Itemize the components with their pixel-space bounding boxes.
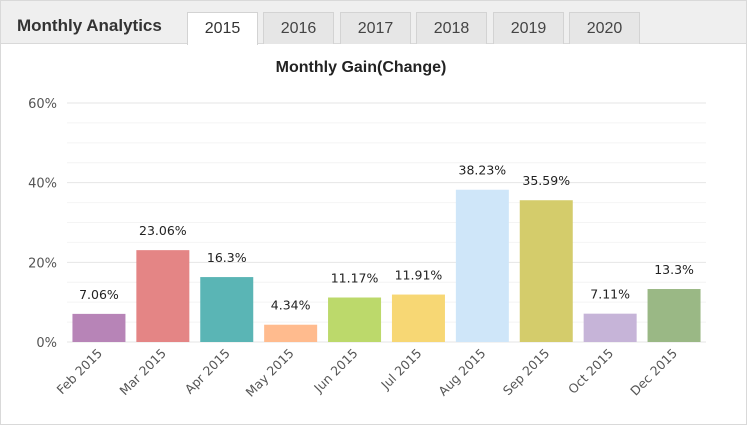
x-tick-label: Apr 2015 (182, 346, 233, 397)
data-label: 38.23% (459, 163, 507, 178)
x-tick-label: Oct 2015 (565, 346, 616, 397)
data-label: 11.17% (331, 271, 379, 286)
tab-2019[interactable]: 2019 (493, 12, 564, 44)
tab-2015[interactable]: 2015 (187, 12, 258, 45)
y-tick-label: 20% (28, 256, 57, 271)
data-label: 35.59% (522, 173, 570, 188)
monthly-gain-chart: Monthly Gain(Change) 0% 20% 40% 60% 7.06% Feb… (1, 45, 746, 425)
widget-header: Monthly Analytics 2015 2016 2017 2018 20… (1, 1, 746, 45)
data-label: 11.91% (395, 268, 443, 283)
x-tick-label: Mar 2015 (116, 346, 169, 399)
bar (391, 294, 445, 342)
bar (72, 313, 126, 342)
bar (200, 277, 254, 342)
data-label: 4.34% (271, 298, 311, 313)
bar (264, 324, 318, 342)
bar (647, 289, 701, 342)
bar (455, 189, 509, 342)
x-tick-label: May 2015 (243, 346, 297, 400)
y-tick-label: 40% (28, 177, 57, 192)
x-tick-label: Dec 2015 (627, 346, 680, 399)
data-label: 7.11% (590, 287, 630, 302)
data-label: 13.3% (654, 262, 694, 277)
tab-2017[interactable]: 2017 (340, 12, 411, 44)
data-label: 23.06% (139, 223, 187, 238)
tab-2016[interactable]: 2016 (263, 12, 334, 44)
y-tick-label: 0% (36, 336, 57, 351)
x-tick-label: Aug 2015 (435, 346, 488, 399)
data-label: 16.3% (207, 250, 247, 265)
data-label: 7.06% (79, 287, 119, 302)
x-tick-label: Jun 2015 (310, 346, 360, 396)
widget-title: Monthly Analytics (17, 16, 162, 35)
bar (519, 200, 573, 342)
x-tick-label: Feb 2015 (54, 346, 106, 398)
tab-2020[interactable]: 2020 (569, 12, 640, 44)
chart-title: Monthly Gain(Change) (275, 59, 447, 76)
bar (136, 250, 190, 342)
y-tick-label: 60% (28, 97, 57, 112)
chart-plot: 0% 20% 40% 60% 7.06% Feb 2015 23.06% Mar 2015 16… (28, 97, 706, 400)
tab-2018[interactable]: 2018 (416, 12, 487, 44)
bar (583, 313, 637, 342)
x-tick-label: Jul 2015 (377, 346, 424, 393)
x-tick-label: Sep 2015 (500, 346, 553, 399)
bar (328, 297, 382, 342)
